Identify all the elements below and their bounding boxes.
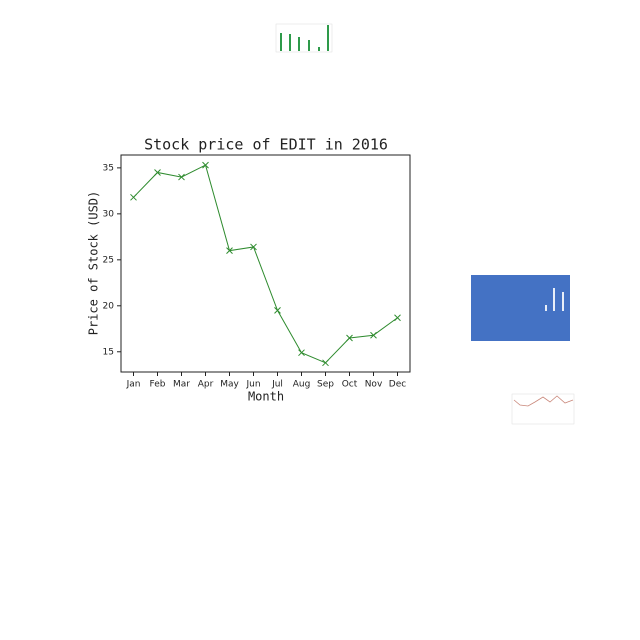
point-marker (346, 334, 353, 342)
x-tick-label: Jun (245, 380, 260, 390)
thumbnail-line-chart (511, 393, 575, 425)
point-marker (226, 247, 233, 254)
plot-frame (120, 154, 411, 373)
x-tick-label: Jan (126, 380, 141, 390)
chart-title: Stock price of EDIT in 2016 (144, 136, 388, 154)
point-marker (154, 169, 161, 176)
x-tick-label: Feb (150, 380, 166, 390)
x-tick-label: Mar (173, 380, 190, 390)
y-tick-label: 25 (103, 255, 114, 265)
y-tick-label: 20 (103, 301, 115, 311)
line (133, 164, 398, 364)
x-tick-label: Oct (342, 380, 358, 390)
thumbnail-blue-chart (471, 275, 570, 341)
point-marker (298, 349, 305, 357)
x-tick-label: Sep (317, 380, 334, 390)
point-marker (250, 243, 257, 251)
x-axis-label: Month (248, 390, 284, 404)
point-marker (370, 331, 377, 339)
thumbnail-bar-chart (275, 23, 333, 53)
point-marker (202, 161, 209, 169)
y-tick-label: 30 (103, 209, 115, 219)
x-tick-label: May (220, 380, 239, 390)
point-marker (322, 359, 329, 367)
y-axis-label: Price of Stock (USD) (87, 191, 101, 336)
point-marker (178, 173, 185, 181)
y-tick-label: 35 (103, 163, 114, 173)
x-tick-label: Nov (365, 380, 383, 390)
point-marker (274, 307, 281, 314)
x-tick-label: Apr (198, 380, 214, 390)
point-marker (394, 314, 401, 322)
point-marker (130, 193, 137, 201)
x-tick-label: Jul (271, 380, 283, 390)
y-tick-label: 15 (103, 347, 114, 357)
x-tick-label: Aug (293, 380, 311, 390)
x-tick-label: Dec (389, 380, 406, 390)
